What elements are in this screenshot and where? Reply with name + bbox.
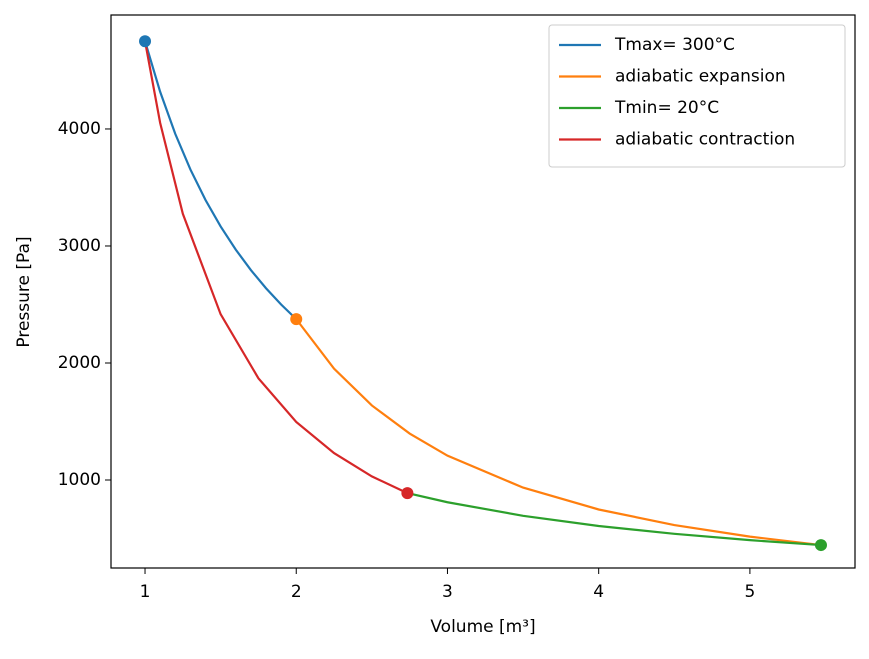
legend-box — [548, 24, 846, 168]
series-line — [143, 40, 298, 320]
series-line — [407, 492, 822, 547]
point-marker — [814, 539, 827, 552]
legend-label: adiabatic expansion — [615, 67, 786, 87]
y-axis-label: Pressure [Pa] — [14, 236, 34, 347]
x-tick-label: 5 — [744, 582, 755, 602]
point-marker — [139, 35, 152, 48]
series-line — [295, 318, 822, 547]
plot-frame — [110, 14, 856, 569]
x-tick-label: 4 — [593, 582, 604, 602]
x-tick-label: 1 — [140, 582, 151, 602]
legend-label: adiabatic contraction — [615, 130, 795, 150]
point-marker — [401, 487, 414, 500]
x-axis-label: Volume [m³] — [430, 617, 535, 637]
legend-label: Tmin= 20°C — [614, 98, 719, 118]
series-line — [143, 41, 408, 495]
y-tick-label: 3000 — [58, 236, 101, 256]
x-tick-label: 3 — [442, 582, 453, 602]
y-tick-label: 2000 — [58, 353, 101, 373]
y-tick-label: 1000 — [58, 470, 101, 490]
point-marker — [290, 313, 303, 326]
legend-label: Tmax= 300°C — [614, 35, 735, 55]
x-tick-label: 2 — [291, 582, 302, 602]
y-tick-label: 4000 — [58, 119, 101, 139]
